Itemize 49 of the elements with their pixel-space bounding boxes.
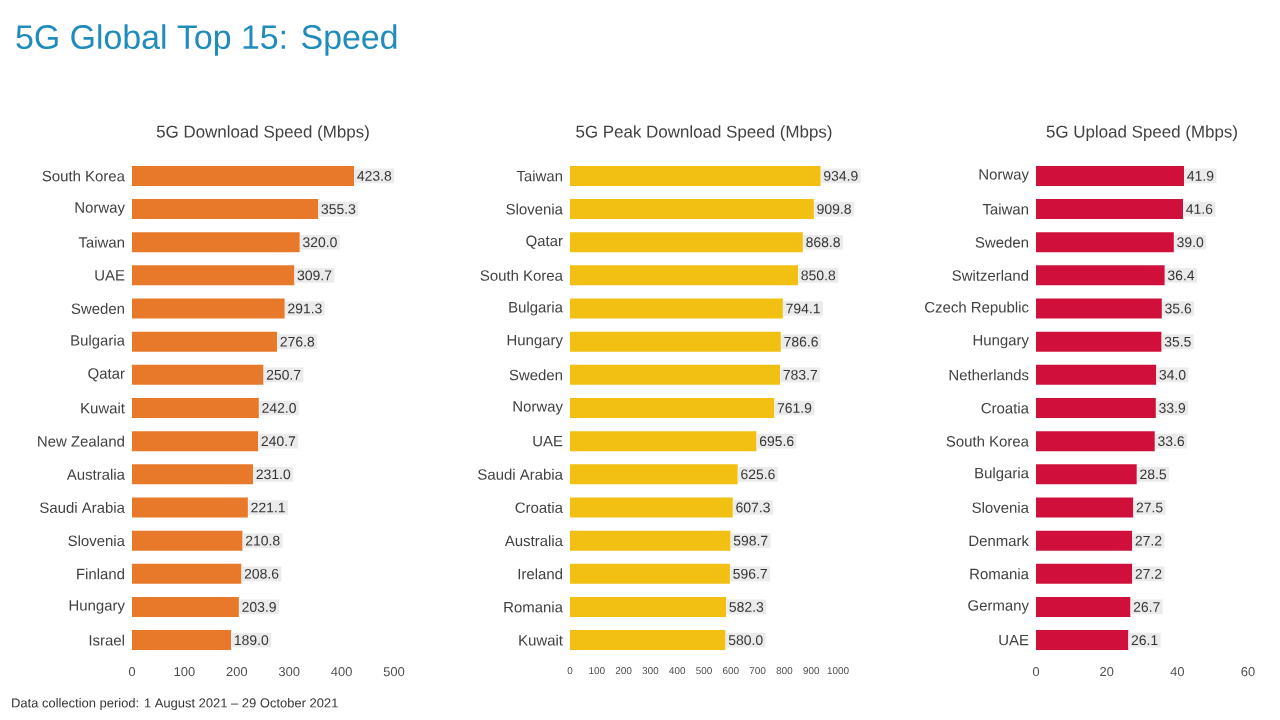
bar: [1036, 165, 1185, 186]
bar: [1036, 563, 1133, 584]
bar: [132, 630, 232, 651]
bar: [132, 497, 248, 518]
bar: [1036, 232, 1174, 253]
bar: [570, 596, 727, 617]
bar: [570, 232, 803, 253]
bar: [132, 431, 259, 452]
bar: [132, 199, 319, 220]
bar: [570, 298, 783, 319]
bar: [1036, 464, 1137, 485]
bar: [1036, 596, 1131, 617]
bar: [1036, 331, 1162, 352]
bar: [570, 630, 726, 651]
bar: [1036, 530, 1133, 551]
bar: [1036, 265, 1165, 286]
bar: [570, 497, 733, 518]
bar: [132, 464, 254, 485]
bar: [570, 199, 814, 220]
bar: [570, 563, 730, 584]
bar: [132, 364, 264, 385]
bar: [570, 165, 821, 186]
bar: [570, 331, 781, 352]
chart-title: 5G Upload Speed (Mbps): [1046, 125, 1237, 141]
bar: [1036, 199, 1183, 220]
bar: [132, 232, 300, 253]
bar: [132, 265, 295, 286]
bar: [132, 398, 259, 418]
chart-subtitle: 5G Download Speed (Mbps): [156, 125, 369, 141]
bar: [132, 165, 355, 186]
chart-title: 5G Global Top 15: Speed: [16, 24, 397, 56]
bar: [132, 298, 285, 319]
bar: [132, 530, 243, 551]
bar: [570, 398, 775, 418]
bar: [570, 431, 757, 452]
bar: [1036, 431, 1155, 452]
bar: [1036, 364, 1157, 385]
bar: [132, 331, 278, 352]
bar: [1036, 497, 1134, 518]
bar: [1036, 630, 1129, 651]
bar: [570, 364, 781, 385]
chart-title: 5G Peak Download Speed (Mbps): [576, 125, 832, 141]
bar: [132, 596, 239, 617]
bar: [1036, 298, 1162, 319]
bar: [1036, 398, 1156, 418]
bar: [570, 464, 738, 485]
bar: [570, 265, 799, 286]
bar: [132, 563, 242, 584]
bar: [570, 530, 731, 551]
